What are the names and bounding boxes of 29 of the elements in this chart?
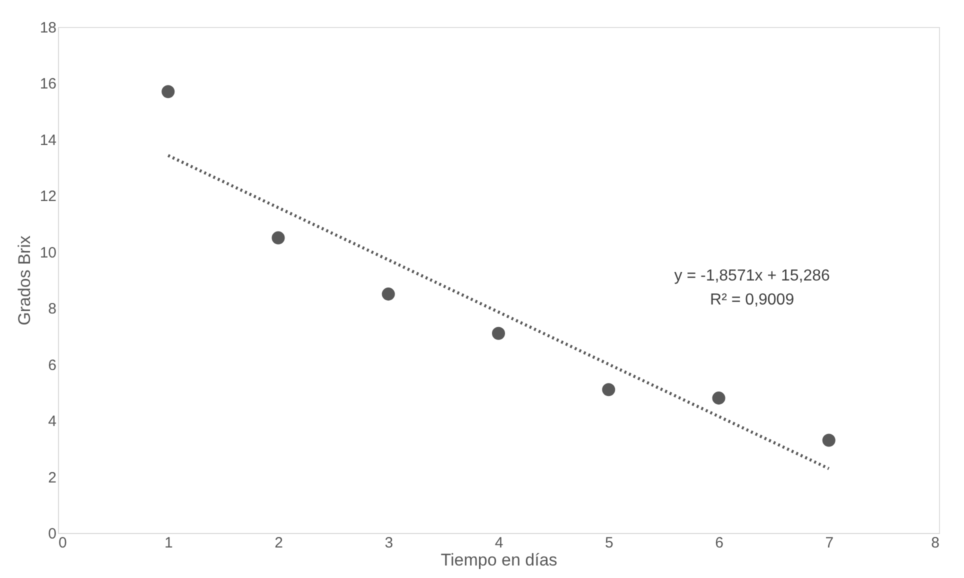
- point: [162, 85, 175, 98]
- y-tick-label: 14: [40, 132, 56, 149]
- x-tick-label: 8: [931, 534, 940, 552]
- x-tick-label: 1: [164, 534, 173, 552]
- x-tick-label: 2: [274, 534, 283, 552]
- annotation: y = -1,8571x + 15,286: [674, 268, 830, 285]
- x-tick-label: 3: [384, 534, 394, 552]
- y-axis-title: Grados Brix: [14, 235, 34, 326]
- y-tick-label: 18: [40, 20, 56, 36]
- y-tick-label: 16: [40, 76, 56, 93]
- y-tick-label: 12: [40, 188, 56, 206]
- x-tick-label: 5: [604, 534, 614, 552]
- point: [492, 326, 506, 340]
- point: [382, 288, 395, 301]
- x-tick-label: 0: [58, 534, 67, 552]
- y-tick-label: 6: [48, 356, 56, 374]
- point: [272, 231, 285, 244]
- y-tick-label: 4: [48, 413, 56, 430]
- x-tick-label: 7: [825, 534, 834, 552]
- x-axis-title: Tiempo en días: [440, 550, 558, 570]
- point: [712, 392, 726, 405]
- y-tick-label: 8: [48, 300, 56, 318]
- y-tick-label: 2: [48, 469, 56, 486]
- x-tick-label: 4: [494, 534, 504, 552]
- point: [602, 383, 616, 396]
- y-tick-label: 10: [40, 244, 56, 262]
- x-tick-label: 6: [715, 534, 724, 552]
- point: [822, 434, 836, 447]
- annotation: R² = 0,9009: [710, 292, 794, 309]
